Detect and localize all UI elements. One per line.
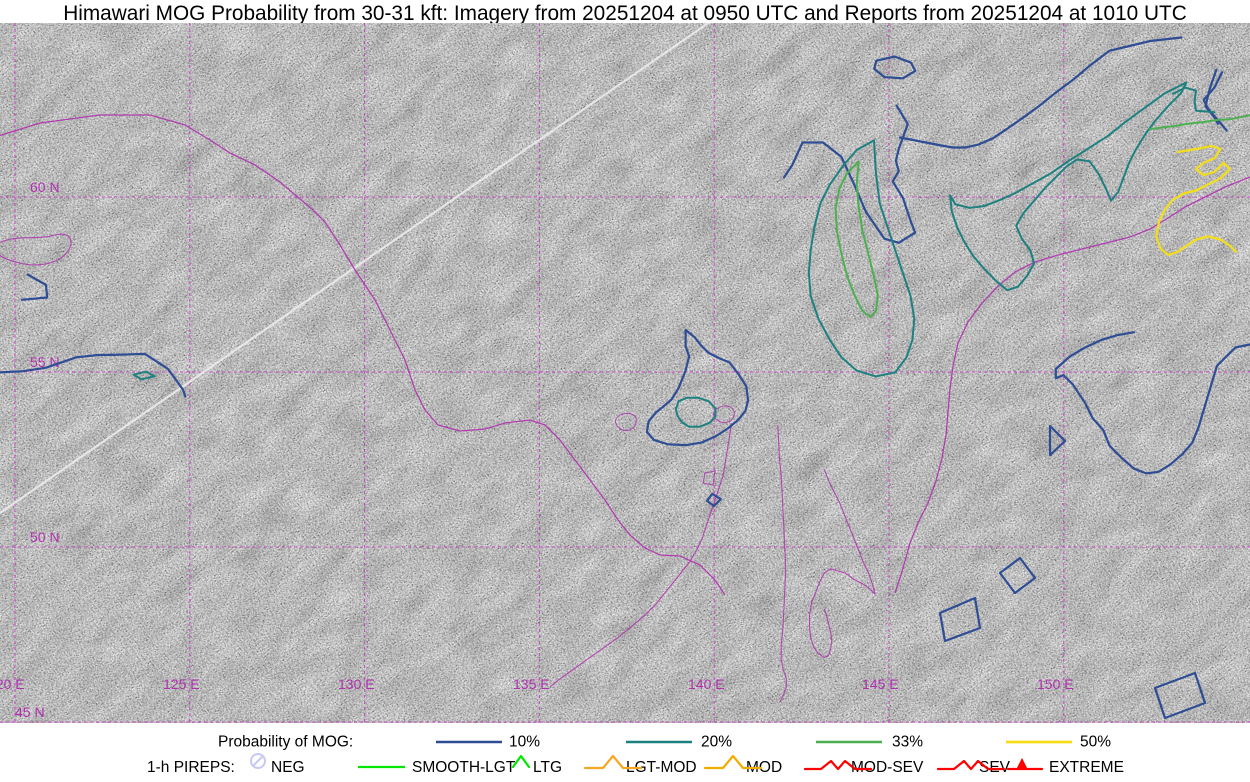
svg-text:120 E: 120 E <box>0 676 25 692</box>
svg-text:60 N: 60 N <box>30 179 60 195</box>
svg-text:33%: 33% <box>892 734 923 751</box>
svg-text:SMOOTH-LGT: SMOOTH-LGT <box>412 759 516 776</box>
svg-text:20%: 20% <box>701 734 732 751</box>
svg-text:145 E: 145 E <box>862 676 899 692</box>
svg-text:SEV: SEV <box>979 759 1011 776</box>
svg-text:LTG: LTG <box>533 759 562 776</box>
svg-text:NEG: NEG <box>271 759 305 776</box>
svg-text:45 N: 45 N <box>15 704 45 720</box>
svg-text:140 E: 140 E <box>688 676 725 692</box>
svg-text:50%: 50% <box>1080 734 1111 751</box>
svg-text:125 E: 125 E <box>163 676 200 692</box>
svg-text:130 E: 130 E <box>338 676 375 692</box>
svg-text:EXTREME: EXTREME <box>1049 759 1124 776</box>
svg-text:50 N: 50 N <box>30 529 60 545</box>
svg-text:135 E: 135 E <box>513 676 550 692</box>
svg-text:10%: 10% <box>509 734 540 751</box>
svg-text:1-h PIREPS:: 1-h PIREPS: <box>147 759 235 776</box>
svg-text:Probability of MOG:: Probability of MOG: <box>218 734 353 751</box>
svg-text:MOD-SEV: MOD-SEV <box>851 759 924 776</box>
svg-text:150 E: 150 E <box>1037 676 1074 692</box>
